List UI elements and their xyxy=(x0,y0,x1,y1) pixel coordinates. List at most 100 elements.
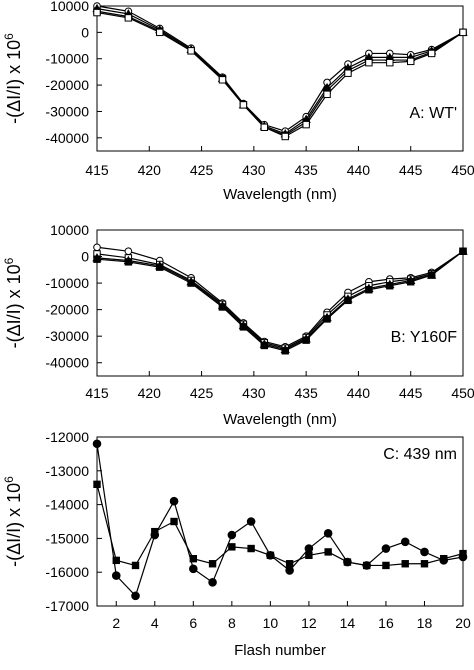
data-point xyxy=(344,69,352,77)
series-line xyxy=(96,8,464,135)
y-axis-title: -(ΔI/I) x 106 xyxy=(2,476,24,567)
y-axis-title-exponent: 6 xyxy=(2,33,16,40)
data-point xyxy=(131,591,140,601)
x-tick-label: 420 xyxy=(138,385,162,401)
data-point xyxy=(440,554,448,563)
data-point xyxy=(324,548,332,556)
data-point xyxy=(407,57,415,66)
x-tick-label: 425 xyxy=(190,162,214,178)
data-point xyxy=(239,323,248,331)
panel-label: C: 439 nm xyxy=(383,446,457,463)
data-point xyxy=(218,303,227,311)
data-point xyxy=(227,530,237,540)
panel-label: A: WT' xyxy=(410,105,458,122)
y-tick-label: 10000 xyxy=(50,0,89,14)
data-point xyxy=(304,544,314,553)
data-point xyxy=(323,90,331,99)
panel-label: B: Y160F xyxy=(391,329,458,346)
x-tick-label: 12 xyxy=(301,615,317,631)
data-point xyxy=(266,551,275,559)
data-point xyxy=(305,551,313,559)
x-axis-title: Wavelength (nm) xyxy=(223,411,337,428)
data-point xyxy=(156,28,164,37)
data-point xyxy=(151,527,159,536)
series-4 xyxy=(93,247,467,355)
x-axis-title: Wavelength (nm) xyxy=(223,186,337,203)
series-line xyxy=(96,484,464,567)
x-tick-label: 4 xyxy=(151,615,159,631)
x-tick-label: 6 xyxy=(189,615,197,631)
data-point xyxy=(427,271,436,279)
data-point xyxy=(169,496,179,506)
y-tick-label: -30000 xyxy=(45,328,89,344)
data-point xyxy=(187,279,195,287)
data-point xyxy=(260,341,269,350)
series-2 xyxy=(93,480,467,570)
x-tick-label: 14 xyxy=(340,615,356,631)
data-point xyxy=(246,517,256,526)
y-axis-title-main: -(ΔI/I) x 10 xyxy=(4,40,24,124)
x-tick-label: 2 xyxy=(112,615,120,631)
x-tick-label: 430 xyxy=(242,162,266,178)
series-line xyxy=(96,5,464,132)
x-tick-label: 20 xyxy=(455,615,471,631)
x-tick-label: 430 xyxy=(242,385,266,401)
x-tick-label: 8 xyxy=(228,615,236,631)
data-point xyxy=(187,47,195,55)
x-tick-label: 450 xyxy=(451,385,474,401)
y-tick-label: 0 xyxy=(81,24,89,40)
data-point xyxy=(239,101,248,109)
series-line xyxy=(96,250,464,351)
plot-frame xyxy=(96,436,464,607)
data-point xyxy=(400,537,410,547)
data-point xyxy=(93,255,101,263)
data-point xyxy=(365,286,373,294)
y-tick-label: -10000 xyxy=(45,51,89,67)
x-tick-label: 450 xyxy=(451,162,474,178)
data-point xyxy=(365,58,373,67)
y-tick-label: -12000 xyxy=(45,429,89,445)
data-point xyxy=(131,561,140,570)
data-point xyxy=(386,58,394,67)
y-tick-label: -40000 xyxy=(45,355,89,371)
y-axis-title-main: -(ΔI/I) x 10 xyxy=(4,264,24,348)
series-line xyxy=(96,443,464,598)
data-point xyxy=(381,544,391,553)
y-tick-label: -17000 xyxy=(45,598,89,614)
y-tick-label: 0 xyxy=(81,249,89,265)
data-point xyxy=(260,123,269,131)
data-point xyxy=(247,544,255,553)
series-line xyxy=(96,250,464,349)
data-point xyxy=(420,560,429,568)
data-point xyxy=(459,247,467,255)
series-line xyxy=(96,10,464,136)
data-point xyxy=(407,278,415,286)
data-point xyxy=(386,282,394,290)
y-tick-label: -10000 xyxy=(45,275,89,291)
y-tick-label: -16000 xyxy=(45,564,89,580)
data-point xyxy=(124,258,133,266)
data-point xyxy=(302,336,310,344)
data-point xyxy=(459,28,467,37)
data-point xyxy=(189,564,198,574)
data-point xyxy=(189,554,198,563)
panel-1: 415 420 425 430 435 440 445 450 10000 0 -10000 -200… xyxy=(2,0,474,203)
x-tick-label: 415 xyxy=(85,385,109,401)
data-point xyxy=(323,315,331,323)
x-tick-label: 415 xyxy=(85,162,109,178)
y-tick-label: -14000 xyxy=(45,497,89,513)
series-line xyxy=(96,246,464,348)
x-tick-label: 425 xyxy=(190,385,214,401)
data-point xyxy=(382,561,390,570)
data-point xyxy=(281,347,289,355)
series-line xyxy=(96,250,464,352)
x-tick-label: 445 xyxy=(399,385,423,401)
data-point xyxy=(343,558,352,566)
y-tick-label: -30000 xyxy=(45,103,89,119)
data-point xyxy=(208,578,217,587)
data-point xyxy=(124,14,133,22)
y-axis-title: -(ΔI/I) x 106 xyxy=(2,257,24,348)
panel-3: 2 4 6 8 10 12 14 16 18 20 -12000 -13000 -14000 -15000… xyxy=(2,429,471,659)
data-point xyxy=(93,243,101,252)
